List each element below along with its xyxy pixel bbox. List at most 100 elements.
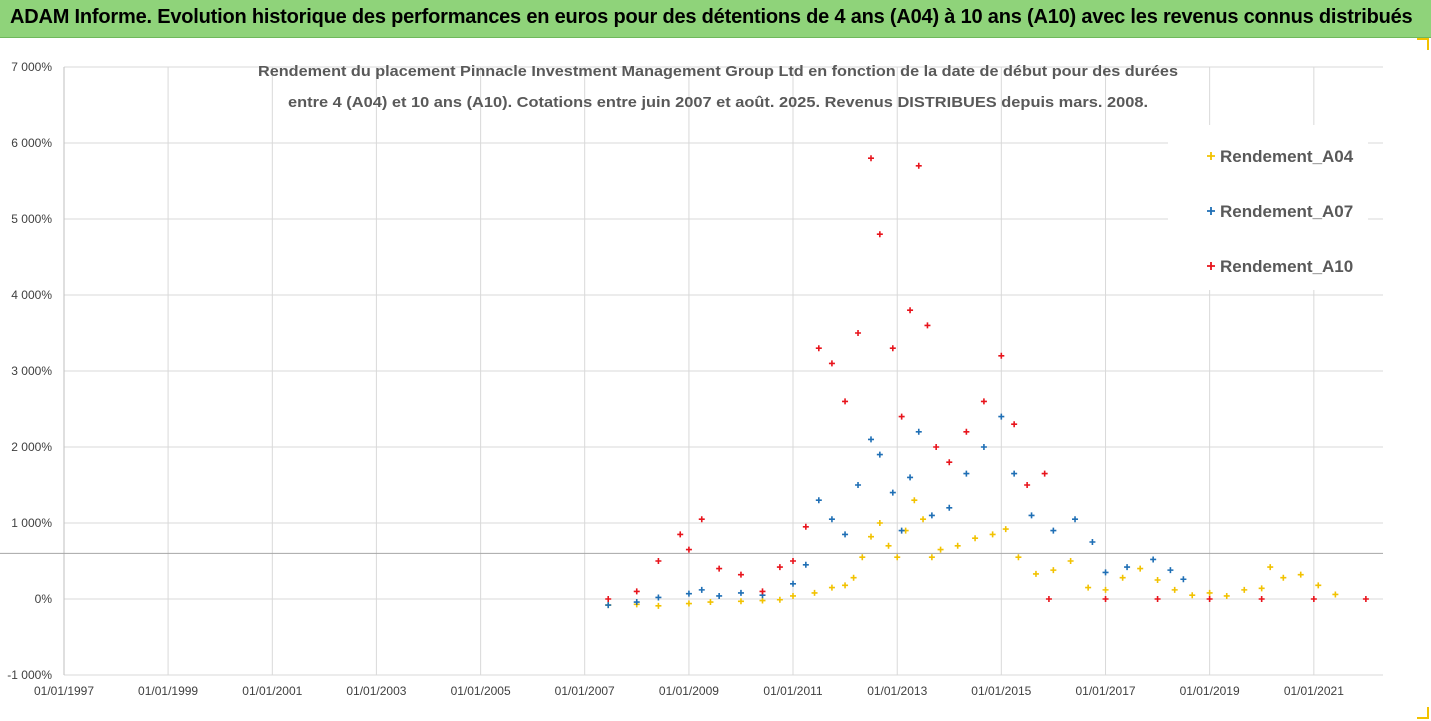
point-series-1 xyxy=(850,574,857,581)
x-tick-label: 01/01/2017 xyxy=(1076,684,1136,698)
y-tick-label: -1 000% xyxy=(7,668,52,682)
point-series-2 xyxy=(790,580,797,587)
legend-label-2: Rendement_A07 xyxy=(1220,202,1353,221)
point-series-3 xyxy=(776,564,783,571)
point-series-1 xyxy=(737,598,744,605)
x-tick-label: 01/01/2009 xyxy=(659,684,719,698)
point-series-3 xyxy=(998,352,1005,359)
point-series-2 xyxy=(915,428,922,435)
chart-title-line-2: entre 4 (A04) et 10 ans (A10). Cotations… xyxy=(288,94,1148,111)
point-series-2 xyxy=(828,516,835,523)
point-series-1 xyxy=(1258,585,1265,592)
x-tick-label: 01/01/2021 xyxy=(1284,684,1344,698)
point-series-1 xyxy=(1280,574,1287,581)
point-series-2 xyxy=(1072,516,1079,523)
point-series-2 xyxy=(802,561,809,568)
point-series-3 xyxy=(867,155,874,162)
legend-label-1: Rendement_A04 xyxy=(1220,147,1354,166)
point-series-3 xyxy=(1258,596,1265,602)
y-tick-label: 4 000% xyxy=(11,288,52,302)
point-series-1 xyxy=(1102,586,1109,593)
legend-marker-3 xyxy=(1207,262,1215,270)
y-tick-label: 0% xyxy=(35,592,53,606)
selection-corner-top-right xyxy=(1417,38,1429,50)
point-series-3 xyxy=(655,558,662,564)
x-tick-label: 01/01/2011 xyxy=(763,684,822,698)
point-series-2 xyxy=(842,531,849,538)
legend-box xyxy=(1168,125,1368,290)
point-series-3 xyxy=(980,398,987,405)
point-series-2 xyxy=(867,436,874,443)
point-series-3 xyxy=(815,345,822,352)
x-axis-ticks: 01/01/1997 01/01/1999 01/01/2001 01/01/2003… xyxy=(34,684,1344,698)
point-series-1 xyxy=(842,582,849,589)
point-series-3 xyxy=(677,531,684,538)
point-series-2 xyxy=(963,470,970,477)
point-series-3 xyxy=(924,322,931,329)
point-series-1 xyxy=(1015,554,1022,561)
point-series-3 xyxy=(946,459,953,466)
point-series-1 xyxy=(972,535,979,542)
point-series-1 xyxy=(1067,558,1074,564)
point-series-2 xyxy=(1089,539,1096,545)
point-series-1 xyxy=(954,542,961,549)
point-series-1 xyxy=(1241,586,1248,593)
x-tick-label: 01/01/2003 xyxy=(346,684,406,698)
point-series-1 xyxy=(1206,589,1213,596)
chart-area: -1 000% 0% 1 000% 2 000% 3 000% 4 000% 5 000% 6… xyxy=(0,38,1431,721)
point-series-3 xyxy=(1362,596,1369,602)
legend-label-3: Rendement_A10 xyxy=(1220,257,1353,276)
point-series-1 xyxy=(876,520,883,526)
y-tick-label: 7 000% xyxy=(11,60,52,74)
point-series-2 xyxy=(1150,556,1157,563)
point-series-1 xyxy=(1297,571,1304,578)
point-series-1 xyxy=(828,584,835,591)
x-tick-label: 01/01/2005 xyxy=(451,684,511,698)
point-series-2 xyxy=(889,489,896,496)
point-series-2 xyxy=(1180,576,1187,583)
point-series-1 xyxy=(1189,592,1196,599)
grid xyxy=(63,66,1383,676)
y-tick-label: 3 000% xyxy=(11,364,52,378)
point-series-3 xyxy=(1024,482,1031,488)
legend-marker-1 xyxy=(1207,152,1215,160)
point-series-3 xyxy=(876,231,883,238)
point-series-2 xyxy=(1102,569,1109,576)
point-series-1 xyxy=(1050,567,1057,574)
point-series-1 xyxy=(1085,584,1092,591)
point-series-2 xyxy=(1028,512,1035,519)
chart-title-line-1: Rendement du placement Pinnacle Investme… xyxy=(258,63,1178,80)
point-series-1 xyxy=(1332,591,1339,598)
point-series-3 xyxy=(633,588,640,595)
point-series-2 xyxy=(998,413,1005,420)
point-series-2 xyxy=(685,590,692,597)
report-banner: ADAM Informe. Evolution historique des p… xyxy=(0,0,1431,38)
point-series-2 xyxy=(633,599,640,606)
point-series-1 xyxy=(1154,577,1161,583)
point-series-1 xyxy=(885,542,892,549)
x-tick-label: 01/01/2015 xyxy=(971,684,1031,698)
x-tick-label: 01/01/1999 xyxy=(138,684,198,698)
point-series-1 xyxy=(655,602,662,609)
point-series-3 xyxy=(1102,596,1109,602)
point-series-3 xyxy=(842,398,849,405)
point-series-1 xyxy=(937,546,944,553)
point-series-2 xyxy=(980,444,987,450)
point-series-1 xyxy=(790,592,797,599)
point-series-1 xyxy=(776,596,783,603)
point-series-1 xyxy=(1223,592,1230,599)
point-series-1 xyxy=(1137,565,1144,572)
point-series-2 xyxy=(815,497,822,504)
report-title: ADAM Informe. Evolution historique des p… xyxy=(10,6,1413,28)
point-series-2 xyxy=(876,451,883,458)
performance-chart: -1 000% 0% 1 000% 2 000% 3 000% 4 000% 5 000% 6… xyxy=(0,60,1383,698)
point-series-1 xyxy=(707,599,714,606)
point-series-2 xyxy=(1124,564,1131,571)
point-series-3 xyxy=(1041,470,1048,477)
point-series-1 xyxy=(759,597,766,604)
point-series-3 xyxy=(963,428,970,435)
x-tick-label: 01/01/1997 xyxy=(34,684,94,698)
point-series-3 xyxy=(1045,596,1052,602)
point-series-3 xyxy=(907,307,914,314)
point-series-2 xyxy=(1050,527,1057,534)
